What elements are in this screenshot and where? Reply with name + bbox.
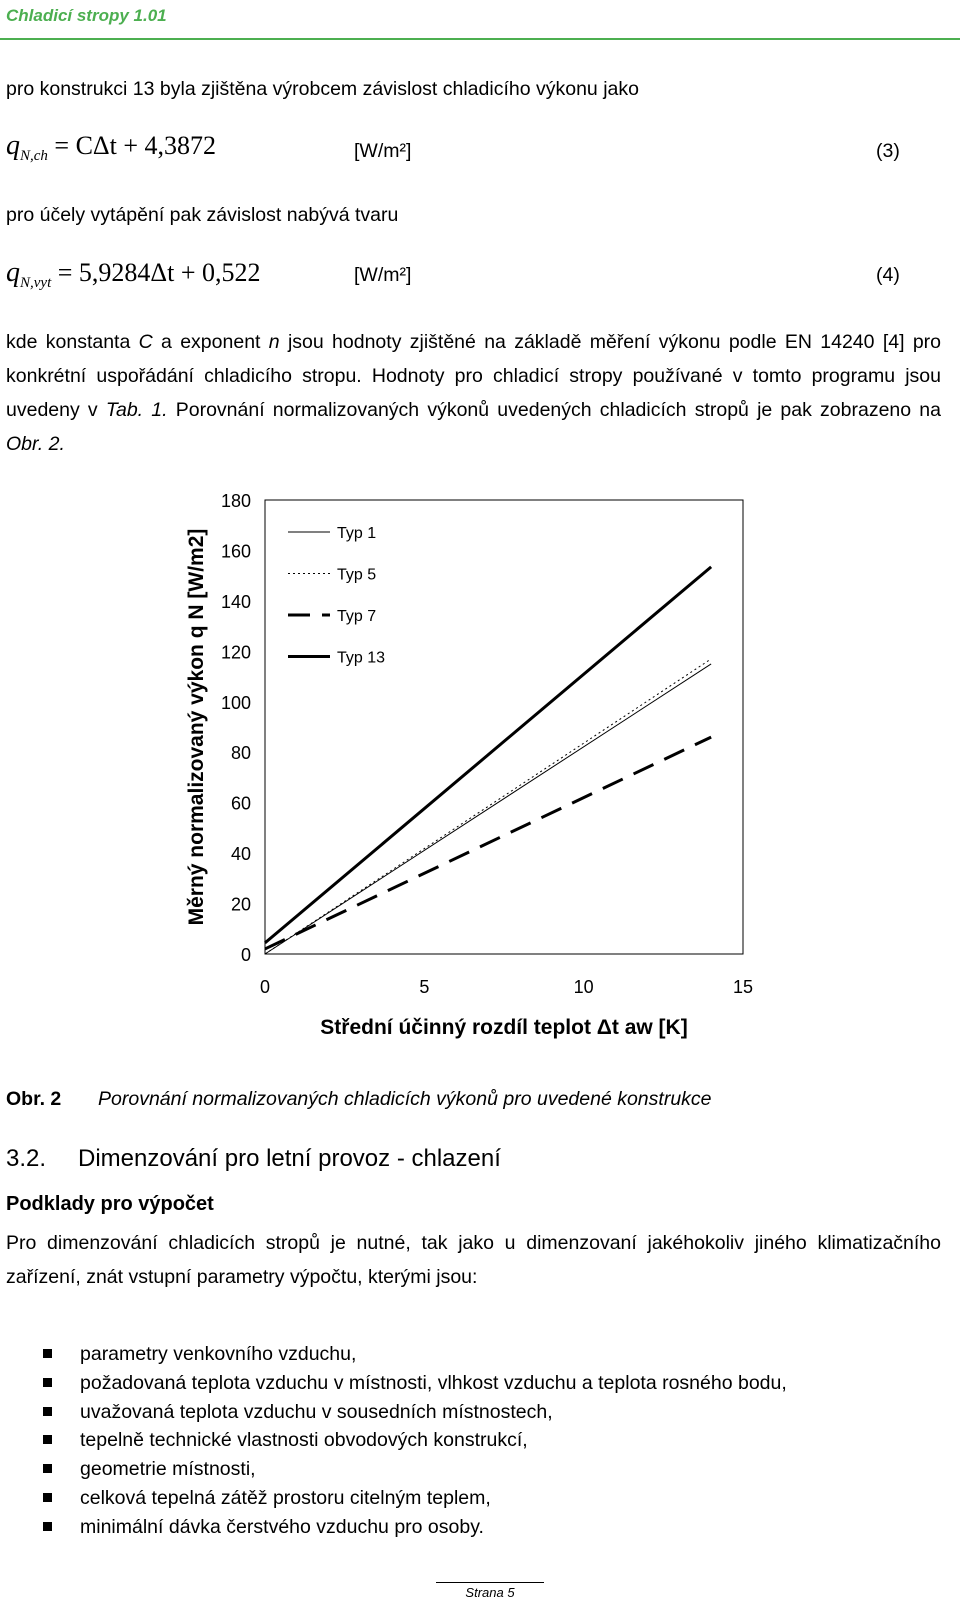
page-number: Strana 5 xyxy=(465,1585,515,1600)
y-tick-label: 140 xyxy=(221,592,251,612)
eq3-number: (3) xyxy=(876,140,900,162)
eq4-rhs: = 5,9284Δt + 0,522 xyxy=(57,258,261,287)
eq4-sub: N,vyt xyxy=(20,275,52,292)
p3-symbol-c: C xyxy=(138,331,153,353)
eq3-rhs: = CΔt + 4,3872 xyxy=(54,131,217,160)
subsection-title: Podklady pro výpočet xyxy=(6,1193,214,1215)
legend: Typ 1 Typ 5 Typ 7 Typ 13 xyxy=(288,525,385,667)
bullet-marker-icon xyxy=(43,1377,52,1387)
list-item: minimální dávka čerstvého vzduchu pro os… xyxy=(40,1513,787,1542)
plot-area-frame xyxy=(264,499,744,955)
paragraph-3: kde konstanta C a exponent n jsou hodnot… xyxy=(6,325,941,461)
bullet-marker-icon xyxy=(43,1492,52,1502)
list-item-text: minimální dávka čerstvého vzduchu pro os… xyxy=(80,1515,484,1538)
x-axis-label: Střední účinný rozdíl teplot Δt aw [K] xyxy=(320,1016,687,1039)
y-tick-label: 20 xyxy=(231,895,251,915)
x-tick-label: 5 xyxy=(419,977,429,997)
paragraph-1: pro konstrukci 13 byla zjištěna výrobcem… xyxy=(6,78,639,100)
list-item-text: celková tepelná zátěž prostoru citelným … xyxy=(80,1486,491,1509)
document-header-title: Chladicí stropy 1.01 xyxy=(6,6,167,25)
section-title: Dimenzování pro letní provoz - chlazení xyxy=(78,1145,501,1172)
requirements-list: parametry venkovního vzduchu, požadovaná … xyxy=(40,1340,787,1542)
eq3-sub: N,ch xyxy=(20,148,48,165)
eq4-unit: [W/m²] xyxy=(354,264,412,286)
y-axis-ticks: 0 20 40 60 80 100 120 140 160 180 xyxy=(221,491,251,965)
series-line-typ-1 xyxy=(264,663,712,955)
list-item: parametry venkovního vzduchu, xyxy=(40,1340,787,1369)
legend-label: Typ 13 xyxy=(337,650,385,667)
equation-3: qN,ch = CΔt + 4,3872 xyxy=(6,130,216,165)
bullet-marker-icon xyxy=(43,1464,52,1474)
list-item-text: požadovaná teplota vzduchu v místnosti, … xyxy=(80,1371,787,1394)
list-item: celková tepelná zátěž prostoru citelným … xyxy=(40,1484,787,1513)
x-tick-label: 0 xyxy=(260,977,270,997)
y-tick-label: 100 xyxy=(221,693,251,713)
list-item-text: geometrie místnosti, xyxy=(80,1458,256,1481)
p3-symbol-n: n xyxy=(268,331,280,353)
figure-caption-label: Obr. 2 xyxy=(6,1088,62,1110)
y-tick-label: 0 xyxy=(241,945,251,965)
series-line-typ-13 xyxy=(264,565,713,945)
legend-label: Typ 7 xyxy=(337,608,376,625)
equation-4: qN,vyt = 5,9284Δt + 0,522 xyxy=(6,257,261,292)
y-tick-label: 80 xyxy=(231,743,251,763)
eq4-lhs: q xyxy=(6,257,20,288)
y-tick-label: 180 xyxy=(221,491,251,511)
list-item-text: uvažovaná teplota vzduchu v sousedních m… xyxy=(80,1400,553,1423)
bullet-marker-icon xyxy=(43,1435,52,1445)
header-rule xyxy=(0,38,960,40)
list-item: geometrie místnosti, xyxy=(40,1455,787,1484)
p3-text-2: a exponent xyxy=(152,331,269,353)
p3-figure-ref: Obr. 2. xyxy=(6,433,65,455)
eq3-unit: [W/m²] xyxy=(354,140,412,162)
section-number: 3.2. xyxy=(6,1145,47,1172)
eq3-lhs: q xyxy=(6,130,20,161)
p3-text-1: kde konstanta xyxy=(6,331,139,353)
eq4-number: (4) xyxy=(876,264,900,286)
paragraph-4: Pro dimenzování chladicích stropů je nut… xyxy=(6,1232,941,1288)
x-tick-label: 15 xyxy=(733,977,753,997)
series-lines xyxy=(264,565,713,955)
y-axis-label: Měrný normalizovaný výkon q N [W/m2] xyxy=(185,529,208,926)
p3-table-ref: Tab. 1. xyxy=(105,399,168,421)
series-line-typ-7 xyxy=(264,735,712,951)
x-axis-ticks: 0 5 10 15 xyxy=(260,977,753,997)
legend-label: Typ 1 xyxy=(337,525,376,542)
list-item: uvažovaná teplota vzduchu v sousedních m… xyxy=(40,1398,787,1427)
paragraph-2: pro účely vytápění pak závislost nabývá … xyxy=(6,204,399,226)
figure-caption-text: Porovnání normalizovaných chladicích výk… xyxy=(98,1088,712,1110)
y-tick-label: 40 xyxy=(231,844,251,864)
bullet-marker-icon xyxy=(43,1521,52,1531)
p3-text-4: Porovnání normalizovaných výkonů uvedený… xyxy=(167,399,941,421)
list-item-text: parametry venkovního vzduchu, xyxy=(80,1343,357,1365)
x-tick-label: 10 xyxy=(574,977,594,997)
series-line-typ-5 xyxy=(264,658,712,955)
p3-text-3: jsou hodnoty zjištěné na základě měření … xyxy=(6,331,941,421)
legend-label: Typ 5 xyxy=(337,567,376,584)
list-item: požadovaná teplota vzduchu v místnosti, … xyxy=(40,1369,787,1398)
y-tick-label: 160 xyxy=(221,541,251,561)
y-tick-label: 120 xyxy=(221,642,251,662)
y-tick-label: 60 xyxy=(231,794,251,814)
bullet-marker-icon xyxy=(43,1406,52,1416)
list-item: tepelně technické vlastnosti obvodových … xyxy=(40,1426,787,1455)
bullet-marker-icon xyxy=(43,1349,52,1358)
list-item-text: tepelně technické vlastnosti obvodových … xyxy=(80,1429,528,1452)
footer-rule xyxy=(436,1582,544,1583)
